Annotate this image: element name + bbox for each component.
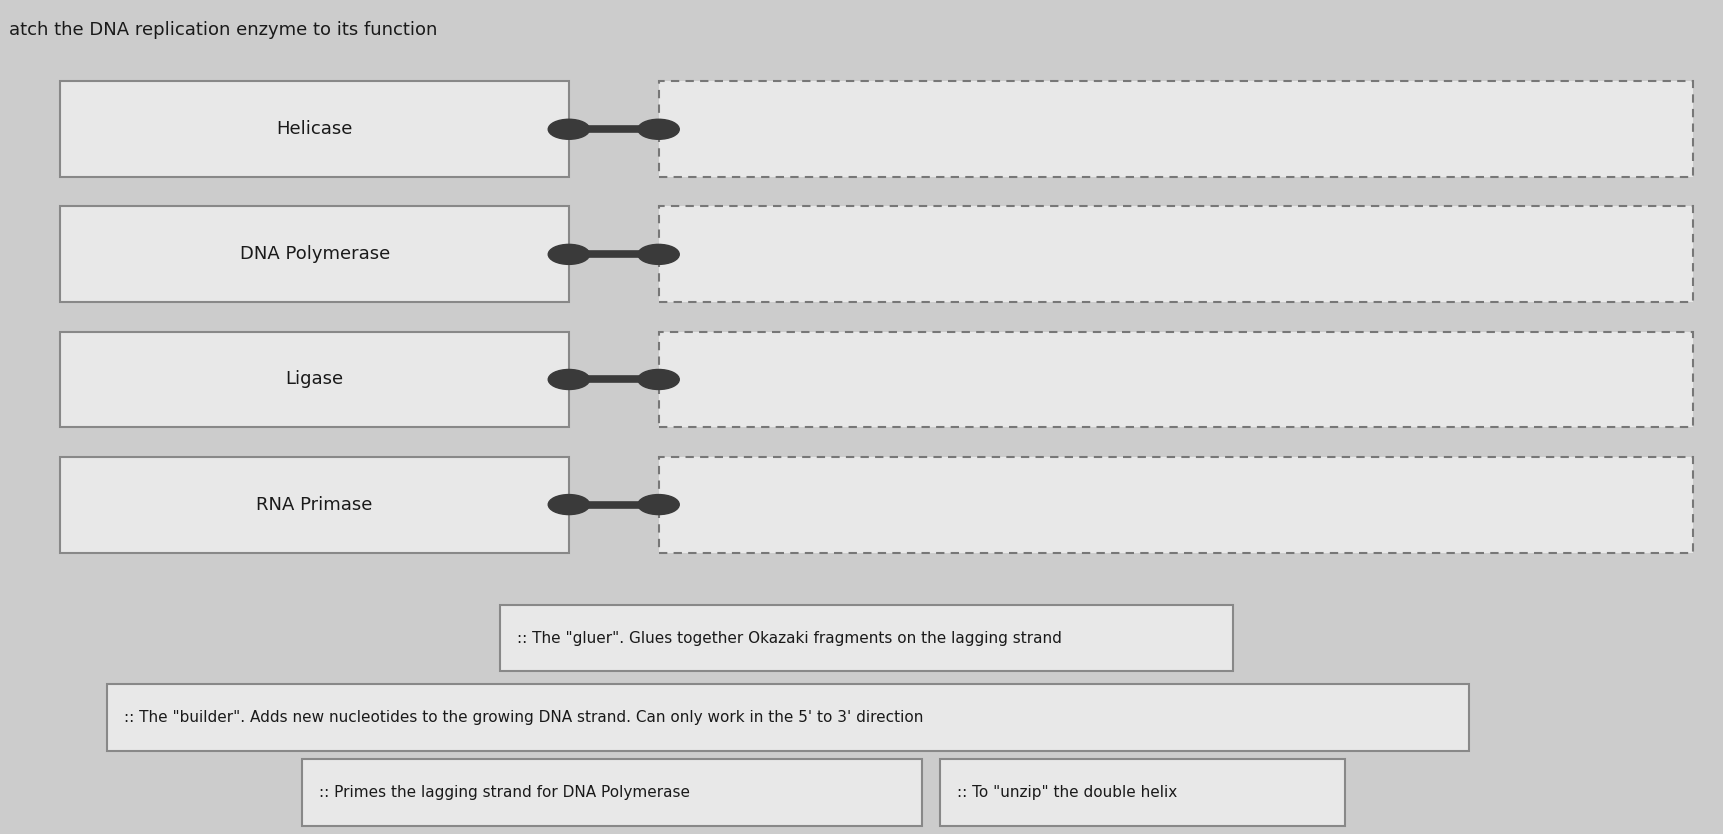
- Circle shape: [548, 369, 589, 389]
- Text: :: The "gluer". Glues together Okazaki fragments on the lagging strand: :: The "gluer". Glues together Okazaki f…: [517, 631, 1061, 646]
- FancyBboxPatch shape: [658, 332, 1692, 427]
- Text: Ligase: Ligase: [286, 370, 343, 389]
- Circle shape: [548, 119, 589, 139]
- FancyBboxPatch shape: [60, 82, 569, 178]
- Circle shape: [638, 244, 679, 264]
- Circle shape: [548, 244, 589, 264]
- Text: :: The "builder". Adds new nucleotides to the growing DNA strand. Can only work : :: The "builder". Adds new nucleotides t…: [124, 710, 924, 725]
- Text: :: To "unzip" the double helix: :: To "unzip" the double helix: [956, 785, 1177, 800]
- Circle shape: [548, 495, 589, 515]
- Text: RNA Primase: RNA Primase: [257, 495, 372, 514]
- Text: Helicase: Helicase: [276, 120, 353, 138]
- FancyBboxPatch shape: [60, 332, 569, 427]
- FancyBboxPatch shape: [658, 82, 1692, 178]
- FancyBboxPatch shape: [302, 759, 922, 826]
- Text: :: Primes the lagging strand for DNA Polymerase: :: Primes the lagging strand for DNA Pol…: [319, 785, 689, 800]
- Text: atch the DNA replication enzyme to its function: atch the DNA replication enzyme to its f…: [9, 21, 436, 39]
- Circle shape: [638, 369, 679, 389]
- FancyBboxPatch shape: [60, 207, 569, 303]
- Circle shape: [638, 119, 679, 139]
- FancyBboxPatch shape: [939, 759, 1344, 826]
- Circle shape: [638, 495, 679, 515]
- Text: DNA Polymerase: DNA Polymerase: [239, 245, 389, 264]
- FancyBboxPatch shape: [107, 684, 1468, 751]
- FancyBboxPatch shape: [658, 207, 1692, 303]
- FancyBboxPatch shape: [658, 457, 1692, 552]
- FancyBboxPatch shape: [60, 457, 569, 552]
- FancyBboxPatch shape: [500, 605, 1232, 671]
